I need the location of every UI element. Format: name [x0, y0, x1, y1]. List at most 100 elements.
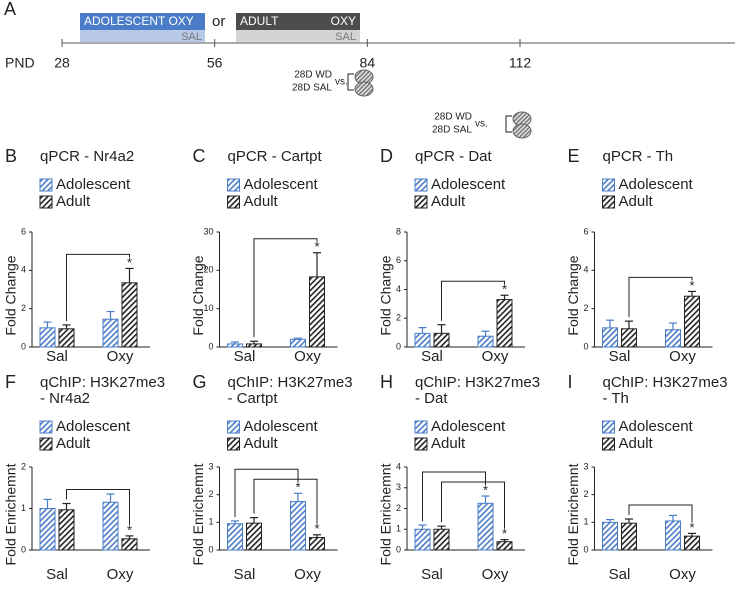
- bar: [414, 332, 431, 348]
- x-tick-label: Sal: [234, 566, 256, 583]
- y-tick-label: 1: [396, 524, 401, 534]
- significance-star: *: [689, 520, 694, 535]
- y-tick-label: 2: [21, 461, 26, 471]
- y-tick-label: 1: [21, 503, 26, 513]
- y-axis-label: Fold Enrichemnt: [565, 463, 581, 565]
- significance-star: *: [127, 255, 132, 270]
- y-tick-label: 1: [208, 517, 213, 527]
- adolescent-sal-box: [80, 30, 205, 42]
- bar: [414, 528, 431, 551]
- timeline-tick-label: 84: [360, 55, 376, 71]
- legend-label: Adolescent: [244, 176, 319, 193]
- legend-label: Adult: [56, 435, 91, 452]
- vs-label: vs.: [475, 119, 488, 130]
- y-tick-label: 2: [21, 303, 26, 313]
- y-tick-label: 0: [583, 544, 588, 554]
- bar: [102, 501, 119, 551]
- timeline-tick-label: 56: [207, 55, 223, 71]
- legend-label: Adolescent: [619, 418, 694, 435]
- bar: [227, 343, 243, 348]
- bar: [433, 332, 450, 348]
- comparison-label: 28D SAL: [292, 83, 332, 94]
- y-tick-label: 4: [396, 461, 401, 471]
- x-tick-label: Sal: [46, 348, 68, 365]
- legend-label: Adult: [244, 435, 279, 452]
- significance-bracket: [66, 253, 130, 321]
- brain-icon: [354, 81, 374, 97]
- legend-swatch: [227, 420, 240, 434]
- x-tick-label: Oxy: [107, 348, 134, 365]
- bar: [496, 541, 513, 551]
- y-tick-label: 6: [583, 226, 588, 236]
- y-axis-label: Fold Enrichemnt: [3, 463, 19, 565]
- significance-star: *: [502, 526, 507, 541]
- x-tick-label: Sal: [46, 566, 68, 583]
- box-label: SAL: [181, 31, 202, 43]
- significance-bracket: [253, 238, 318, 338]
- panel-letter: B: [5, 146, 17, 166]
- bar: [477, 335, 494, 348]
- x-tick-label: Sal: [421, 566, 443, 583]
- legend-label: Adult: [244, 193, 279, 210]
- chart-title: qPCR - Th: [603, 148, 674, 165]
- legend-swatch: [39, 437, 53, 451]
- bar: [665, 520, 681, 551]
- panel-letter: H: [380, 372, 393, 392]
- legend-label: Adult: [431, 193, 466, 210]
- chart-title: - Nr4a2: [40, 390, 90, 407]
- comparison: 28D WD 28D SAL vs.: [432, 111, 532, 139]
- legend-swatch: [39, 420, 53, 434]
- significance-star: *: [502, 282, 507, 297]
- legend-swatch: [602, 420, 615, 434]
- x-tick-label: Oxy: [669, 566, 696, 583]
- y-axis-label: Fold Enrichemnt: [378, 463, 394, 565]
- significance-star: *: [689, 278, 694, 293]
- x-tick-label: Oxy: [294, 348, 321, 365]
- y-tick-label: 0: [583, 341, 588, 351]
- comparison-label: 28D WD: [294, 70, 332, 81]
- chart-title: qPCR - Dat: [415, 148, 493, 165]
- x-tick-label: Oxy: [294, 566, 321, 583]
- timeline-tick-label: 112: [509, 55, 532, 71]
- bar: [39, 327, 56, 348]
- comparison-label: 28D WD: [434, 112, 472, 123]
- significance-star: *: [127, 522, 132, 537]
- y-tick-label: 4: [396, 284, 401, 294]
- y-tick-label: 3: [583, 461, 588, 471]
- y-axis-label: Fold Change: [565, 255, 581, 335]
- y-tick-label: 2: [583, 489, 588, 499]
- chart-title: qPCR - Nr4a2: [40, 148, 134, 165]
- legend-swatch: [227, 178, 240, 192]
- significance-bracket: [66, 489, 130, 525]
- bar: [121, 538, 138, 551]
- legend-label: Adult: [619, 193, 654, 210]
- legend-swatch: [227, 195, 240, 209]
- vs-label: vs.: [335, 77, 348, 88]
- significance-bracket: [422, 471, 486, 522]
- chart-title: - Dat: [415, 390, 448, 407]
- box-label: OXY: [331, 14, 356, 28]
- y-tick-label: 2: [396, 503, 401, 513]
- y-tick-label: 10: [203, 303, 213, 313]
- x-tick-label: Oxy: [482, 348, 509, 365]
- legend-swatch: [227, 437, 240, 451]
- timeline-tick-label: 28: [54, 55, 70, 71]
- legend-label: Adult: [56, 193, 91, 210]
- y-tick-label: 0: [208, 544, 213, 554]
- bar: [290, 501, 306, 551]
- x-tick-label: Oxy: [669, 348, 696, 365]
- y-tick-label: 2: [396, 313, 401, 323]
- significance-bracket: [628, 504, 693, 523]
- legend-label: Adolescent: [619, 176, 694, 193]
- panel-letter: I: [568, 372, 573, 392]
- legend-label: Adult: [431, 435, 466, 452]
- y-tick-label: 0: [21, 341, 26, 351]
- comparison-label: 28D SAL: [432, 125, 472, 136]
- bar: [621, 328, 637, 348]
- legend-label: Adolescent: [56, 418, 131, 435]
- significance-star: *: [314, 521, 319, 536]
- or-label: or: [212, 13, 225, 30]
- panel-letter: A: [4, 0, 16, 19]
- bar: [602, 521, 618, 551]
- significance-star: *: [295, 480, 300, 495]
